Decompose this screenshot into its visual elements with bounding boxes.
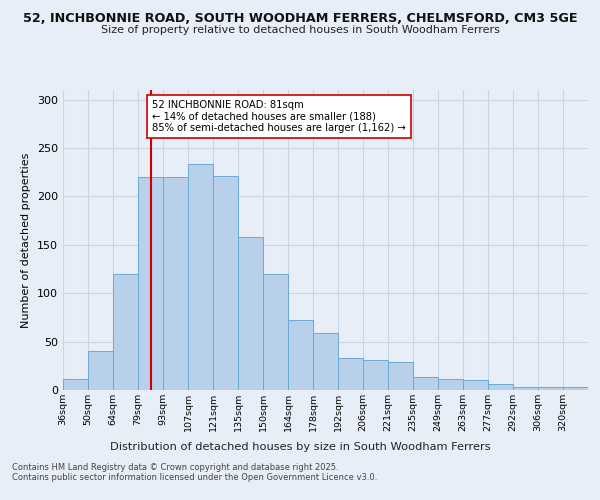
Bar bbox=[488, 384, 513, 390]
Bar bbox=[313, 333, 338, 390]
Bar bbox=[413, 378, 438, 390]
Bar bbox=[363, 360, 388, 390]
Bar bbox=[113, 274, 138, 390]
Text: 52, INCHBONNIE ROAD, SOUTH WOODHAM FERRERS, CHELMSFORD, CM3 5GE: 52, INCHBONNIE ROAD, SOUTH WOODHAM FERRE… bbox=[23, 12, 577, 26]
Text: Contains HM Land Registry data © Crown copyright and database right 2025.
Contai: Contains HM Land Registry data © Crown c… bbox=[12, 462, 377, 482]
Bar bbox=[513, 387, 538, 390]
Bar bbox=[88, 352, 113, 390]
Bar bbox=[338, 358, 363, 390]
Text: Size of property relative to detached houses in South Woodham Ferrers: Size of property relative to detached ho… bbox=[101, 25, 499, 35]
Bar bbox=[63, 380, 88, 390]
Bar bbox=[563, 387, 588, 390]
Bar bbox=[463, 380, 488, 390]
Bar bbox=[538, 387, 563, 390]
Bar bbox=[438, 380, 463, 390]
Bar bbox=[238, 237, 263, 390]
Y-axis label: Number of detached properties: Number of detached properties bbox=[22, 152, 31, 328]
Bar bbox=[288, 320, 313, 390]
Text: Distribution of detached houses by size in South Woodham Ferrers: Distribution of detached houses by size … bbox=[110, 442, 490, 452]
Bar bbox=[163, 177, 188, 390]
Bar bbox=[213, 176, 238, 390]
Text: 52 INCHBONNIE ROAD: 81sqm
← 14% of detached houses are smaller (188)
85% of semi: 52 INCHBONNIE ROAD: 81sqm ← 14% of detac… bbox=[152, 100, 406, 133]
Bar bbox=[138, 177, 163, 390]
Bar bbox=[388, 362, 413, 390]
Bar bbox=[188, 164, 213, 390]
Bar bbox=[263, 274, 288, 390]
